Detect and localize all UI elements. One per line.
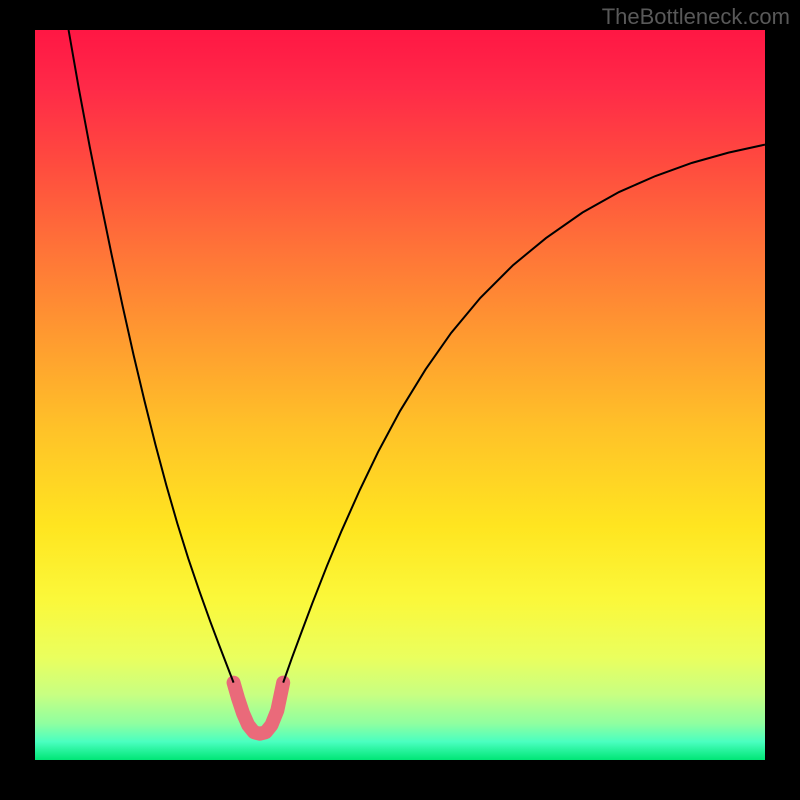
curve-layer xyxy=(35,30,765,760)
attribution-text: TheBottleneck.com xyxy=(602,4,790,30)
curve-right xyxy=(283,145,765,683)
valley-highlight xyxy=(234,683,284,734)
plot-area xyxy=(35,30,765,760)
curve-left xyxy=(69,30,234,683)
